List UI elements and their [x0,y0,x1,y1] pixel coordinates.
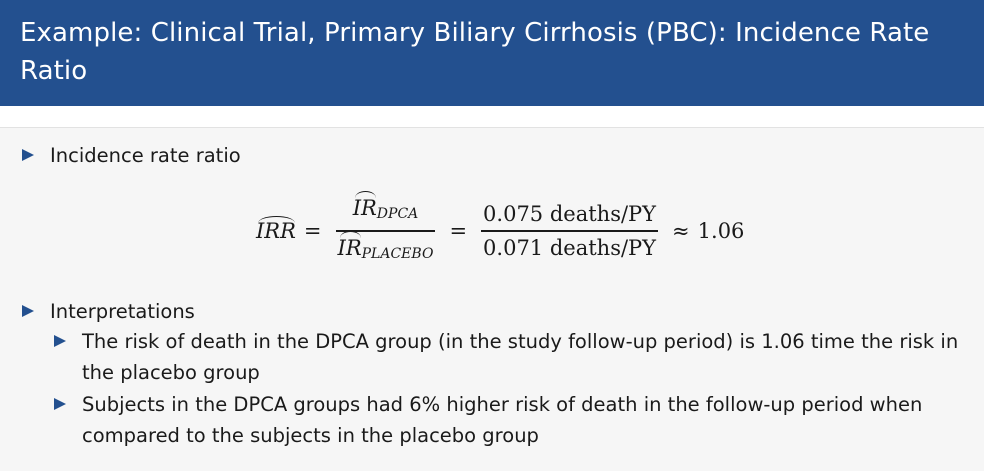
formula-equals-1: = [303,218,322,243]
formula-ir-numerator: IRDPCA [352,191,419,222]
fraction-bar [335,230,436,232]
irr-formula: IRR = IRDPCA IRPLACEBO = 0.075 deaths/PY… [256,191,745,268]
sub-bullet-text: The risk of death in the DPCA group (in … [82,330,959,384]
bullet-triangle-icon [54,398,66,410]
sub-bullet-text: Subjects in the DPCA groups had 6% highe… [82,393,923,447]
formula-equals-2: = [449,218,468,243]
formula-value-numerator: 0.075 deaths/PY [483,202,657,226]
bullet-text: Incidence rate ratio [50,144,241,167]
fraction-bar [481,230,659,232]
formula-value-denominator: 0.071 deaths/PY [483,235,657,260]
sub-bullet-higher-risk: Subjects in the DPCA groups had 6% highe… [54,389,979,451]
formula-value-fraction: 0.075 deaths/PY 0.071 deaths/PY [481,200,659,262]
bullet-triangle-icon [22,305,34,317]
slide-content: Incidence rate ratio IRR = IRDPCA IRPLAC… [0,127,984,471]
bullet-triangle-icon [22,149,34,161]
bullet-triangle-icon [54,335,66,347]
bullet-interpretations: Interpretations [22,296,195,327]
bullet-text: Interpretations [50,300,195,323]
formula-approx: ≈ [672,218,690,243]
slide-title: Example: Clinical Trial, Primary Biliary… [20,18,930,86]
formula-lhs: IRR [256,215,296,243]
title-bar: Example: Clinical Trial, Primary Biliary… [0,0,984,106]
formula-ir-denominator: IRPLACEBO [337,230,434,262]
sub-bullet-risk-of-death: The risk of death in the DPCA group (in … [54,326,979,388]
formula-result: 1.06 [697,218,745,243]
bullet-incidence-rate-ratio: Incidence rate ratio [22,140,241,171]
formula-ir-fraction: IRDPCA IRPLACEBO [335,191,436,268]
